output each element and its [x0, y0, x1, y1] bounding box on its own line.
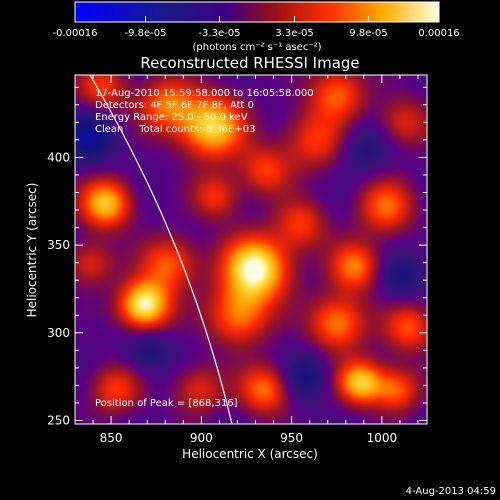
x-tick-label: 850 — [100, 431, 123, 445]
colorbar-tick-label: 3.3e-05 — [275, 28, 313, 39]
footer-date: 4-Aug-2013 04:59 — [406, 486, 496, 497]
colorbar-ticks: -0.00016 -9.8e-05 -3.3e-05 3.3e-05 9.8e-05 0.… — [53, 16, 460, 39]
solar-limb-line — [89, 75, 233, 424]
x-tick-label: 900 — [190, 431, 213, 445]
y-tick-label: 300 — [47, 326, 70, 340]
y-tick-label: 250 — [47, 413, 70, 427]
axis-ticks: 850 900 950 1000 250 300 350 400 — [47, 75, 427, 445]
annotation-detectors: Detectors: 4F 5F 6F 7F 8F, Att 0 — [95, 100, 254, 111]
x-tick-label: 950 — [280, 431, 303, 445]
annotation-time: 17-Aug-2010 15:59:58.000 to 16:05:58.000 — [95, 88, 314, 99]
y-tick-label: 350 — [47, 238, 70, 252]
x-tick-label: 1000 — [367, 431, 398, 445]
chart-title: Reconstructed RHESSI Image — [140, 54, 359, 72]
x-axis-label: Heliocentric X (arcsec) — [182, 447, 318, 461]
colorbar-tick-label: -0.00016 — [53, 28, 98, 39]
peak-position-label: Position of Peak = [868,316] — [95, 398, 238, 409]
plot-frame — [74, 74, 428, 425]
y-axis-label: Heliocentric Y (arcsec) — [25, 183, 39, 318]
colorbar-tick-label: 0.00016 — [418, 28, 459, 39]
annotation-block: 17-Aug-2010 15:59:58.000 to 16:05:58.000… — [95, 88, 314, 135]
heatmap-image — [75, 75, 427, 424]
colorbar-tick-label: -9.8e-05 — [125, 28, 167, 39]
y-tick-label: 400 — [47, 150, 70, 164]
colorbar — [74, 1, 440, 23]
colorbar-tick-label: -3.3e-05 — [198, 28, 240, 39]
colorbar-unit-label: (photons cm⁻² s⁻¹ asec⁻²) — [192, 42, 321, 53]
annotation-energy: Energy Range: 25.0 - 50.0 keV — [95, 112, 248, 123]
colorbar-tick-label: 9.8e-05 — [349, 28, 387, 39]
annotation-clean: Clean Total counts: 8.36E+03 — [95, 124, 255, 135]
